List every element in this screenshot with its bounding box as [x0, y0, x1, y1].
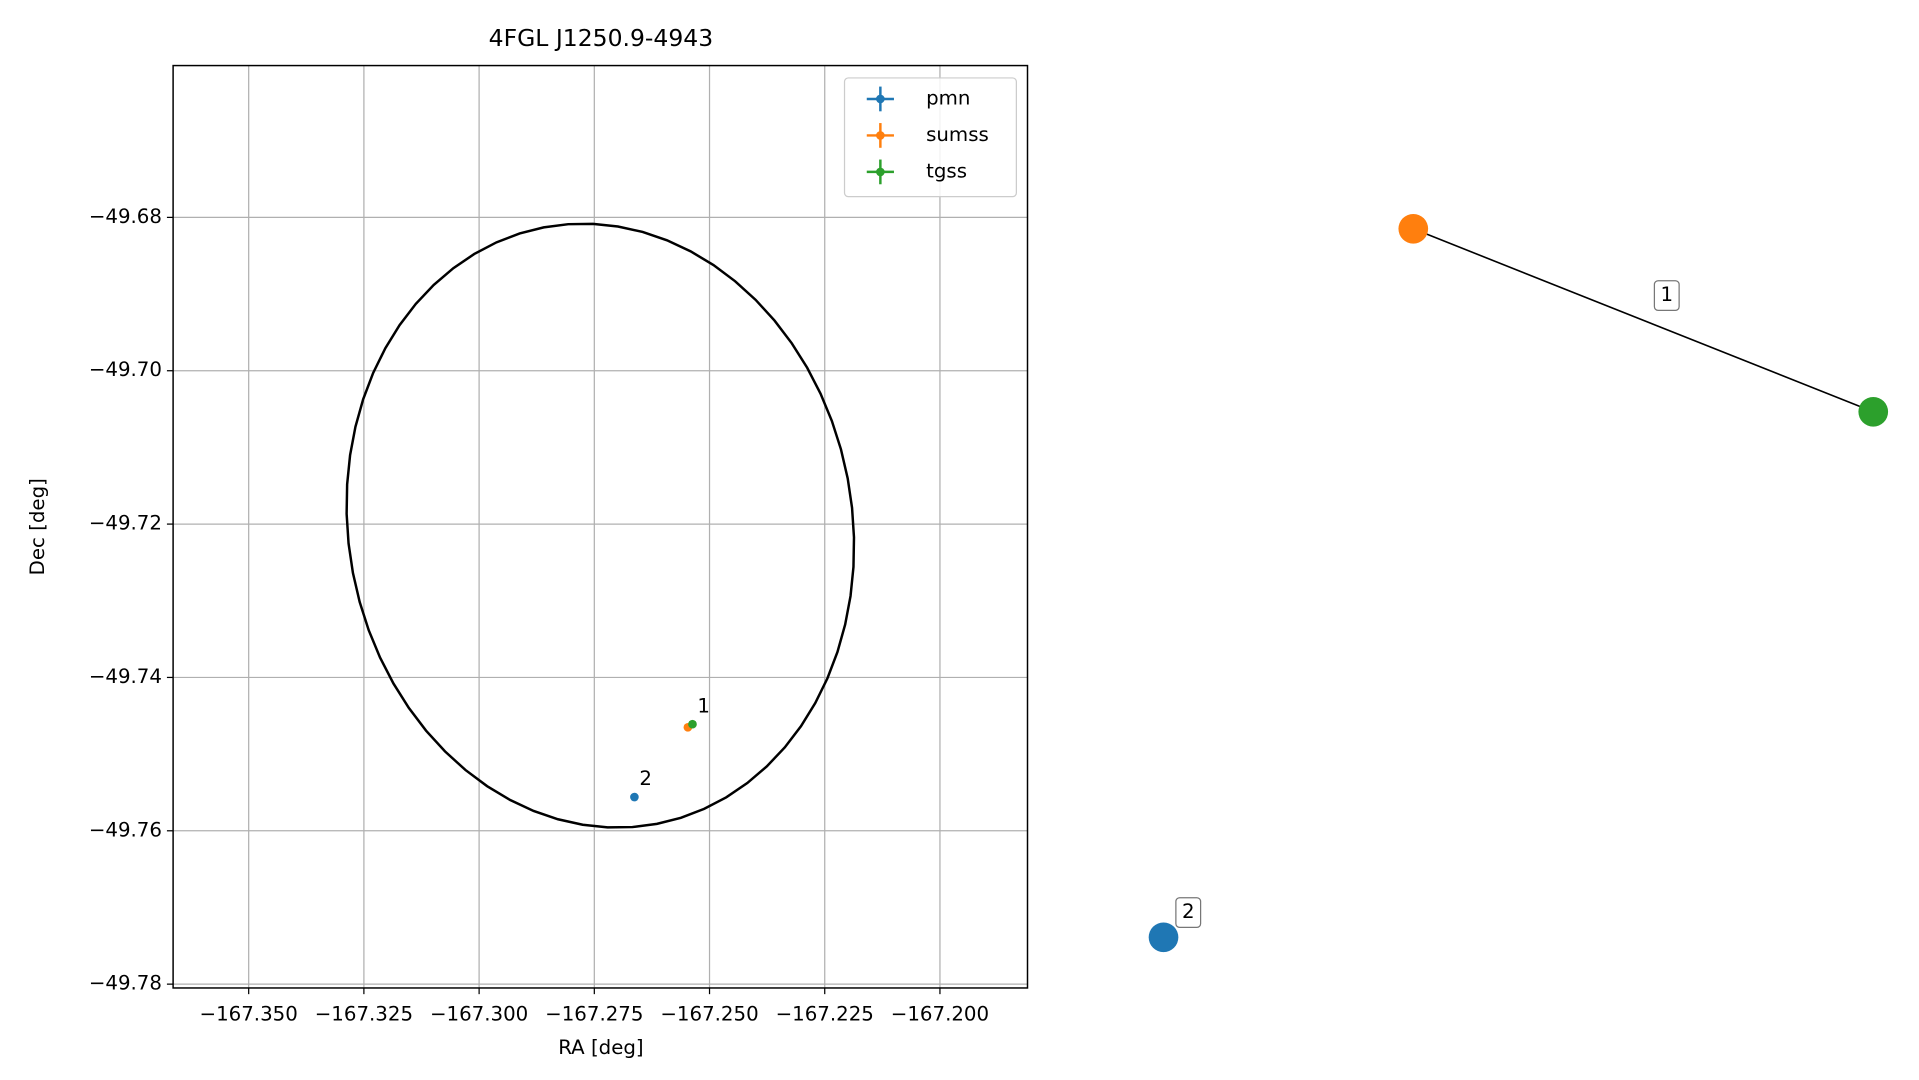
node: [1398, 213, 1429, 244]
x-tick-label: −167.225: [776, 1003, 874, 1026]
x-tick-label: −167.300: [430, 1003, 528, 1026]
x-tick-label: −167.250: [660, 1003, 758, 1026]
x-tick-label: −167.350: [200, 1003, 298, 1026]
legend-label: pmn: [926, 86, 970, 109]
legend-label: sumss: [926, 123, 989, 146]
chart-title: 4FGL J1250.9-4943: [489, 24, 714, 52]
ellipse: [345, 222, 856, 829]
y-tick-label: −49.76: [89, 818, 162, 841]
y-axis-label: Dec [deg]: [26, 478, 49, 575]
x-tick-label: −167.275: [545, 1003, 643, 1026]
data-point: [630, 792, 639, 802]
legend-marker: [876, 131, 885, 140]
axes-frame: [172, 64, 1029, 989]
edge-label: 1: [1660, 283, 1673, 306]
node-label: 2: [1182, 900, 1195, 923]
x-tick-label: −167.325: [315, 1003, 413, 1026]
node: [1148, 922, 1179, 953]
y-tick-label: −49.78: [89, 972, 162, 995]
data-point: [688, 719, 697, 729]
y-tick-label: −49.70: [89, 358, 162, 381]
node: [1858, 396, 1889, 427]
y-tick-label: −49.72: [89, 512, 162, 535]
edge: [1412, 228, 1874, 413]
annotation: 1: [697, 694, 710, 717]
legend-label: tgss: [926, 159, 967, 182]
y-tick-label: −49.68: [89, 205, 162, 228]
x-tick-label: −167.200: [891, 1003, 989, 1026]
x-axis-label: RA [deg]: [558, 1036, 643, 1059]
annotation: 2: [639, 767, 652, 790]
node-label-box: [1175, 897, 1202, 929]
legend-box: [843, 77, 1017, 198]
y-tick-label: −49.74: [89, 665, 162, 688]
edge-label-box: [1653, 280, 1680, 312]
legend-marker: [876, 94, 885, 104]
legend-marker: [876, 167, 885, 177]
